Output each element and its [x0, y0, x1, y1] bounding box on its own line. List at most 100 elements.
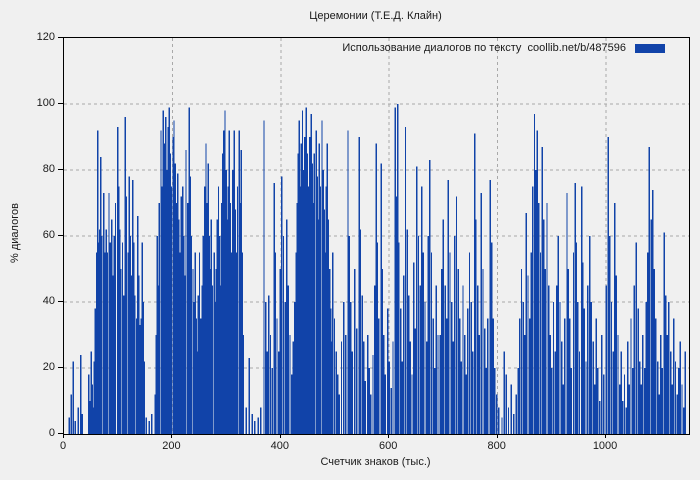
impulse-bar	[501, 417, 503, 434]
impulse-bar	[340, 341, 343, 434]
impulse-bar	[248, 358, 251, 434]
impulse-bar	[519, 318, 521, 434]
impulse-bar	[306, 153, 309, 434]
impulse-bar	[398, 242, 400, 434]
impulse-bar	[108, 193, 110, 434]
impulse-bar	[240, 150, 242, 434]
impulse-bar	[495, 394, 498, 434]
impulse-bar	[174, 163, 176, 434]
x-tick-label: 600	[379, 440, 398, 452]
impulse-bar	[480, 193, 483, 434]
impulse-bar	[121, 242, 124, 434]
impulse-bar	[368, 368, 370, 434]
impulse-bar	[166, 170, 168, 434]
impulse-bar	[366, 335, 369, 434]
impulse-bar	[564, 318, 566, 434]
impulse-bar	[475, 219, 477, 434]
impulse-bar	[183, 236, 185, 434]
impulse-bar	[655, 318, 657, 434]
impulse-bar	[155, 335, 157, 434]
impulse-bar	[109, 242, 111, 434]
impulse-bar	[676, 394, 678, 434]
impulse-bar	[343, 302, 345, 434]
impulse-bar	[165, 117, 167, 434]
impulse-bar	[678, 368, 680, 434]
y-tick-mark	[58, 301, 63, 302]
impulse-bar	[154, 394, 156, 434]
impulse-bar	[547, 285, 550, 434]
impulse-bar	[490, 242, 493, 434]
impulse-bar	[313, 153, 316, 434]
impulse-bar	[197, 295, 200, 434]
impulse-bar	[373, 285, 376, 434]
impulse-bar	[348, 236, 350, 434]
impulse-bar	[457, 269, 459, 434]
impulse-bar	[449, 252, 451, 434]
impulse-bar	[286, 219, 288, 434]
impulse-bar	[195, 318, 197, 434]
impulse-bar	[125, 196, 128, 434]
impulse-bar	[578, 351, 581, 434]
impulse-bar	[254, 420, 256, 434]
impulse-bar	[416, 166, 418, 434]
impulse-bar	[273, 183, 276, 434]
impulse-bar	[562, 384, 564, 434]
impulse-bar	[230, 252, 233, 434]
impulse-bar	[213, 252, 215, 434]
impulse-bar	[111, 219, 113, 434]
impulse-bar	[331, 341, 333, 434]
impulse-bar	[390, 387, 393, 434]
impulse-bar	[544, 269, 547, 434]
impulse-bar	[238, 130, 240, 434]
impulse-bar	[610, 302, 613, 434]
impulse-bar	[97, 242, 100, 434]
impulse-bar	[347, 130, 349, 434]
impulse-bar	[533, 113, 536, 434]
impulse-bar	[301, 110, 304, 434]
impulse-bar	[559, 302, 561, 434]
impulse-bar	[663, 232, 665, 434]
impulse-bar	[671, 384, 673, 434]
impulse-bar	[350, 302, 352, 434]
impulse-bar	[359, 229, 362, 434]
impulse-bar	[185, 150, 187, 434]
impulse-bar	[539, 252, 542, 434]
impulse-bar	[142, 302, 144, 434]
impulse-bar	[406, 229, 408, 434]
impulse-bar	[625, 407, 627, 434]
impulse-bar	[323, 209, 325, 434]
impulse-bar	[681, 384, 683, 434]
impulse-bar	[427, 236, 429, 434]
impulse-bar	[447, 179, 450, 434]
impulse-bar	[432, 318, 434, 434]
impulse-bar	[112, 275, 114, 434]
impulse-bar	[651, 189, 654, 434]
impulse-bar	[658, 394, 660, 434]
impulse-bar	[148, 420, 150, 434]
impulse-bar	[538, 203, 540, 434]
impulse-bar	[156, 236, 158, 434]
impulse-bar	[222, 153, 224, 434]
impulse-bar	[141, 242, 143, 434]
impulse-bar	[656, 361, 659, 434]
impulse-bar	[182, 186, 184, 434]
impulse-bar	[566, 193, 568, 434]
impulse-bars-canvas	[64, 38, 689, 434]
impulse-bar	[303, 137, 306, 434]
impulse-bar	[103, 252, 106, 434]
impulse-bar	[609, 236, 611, 434]
impulse-bar	[633, 285, 635, 434]
impulse-bar	[257, 417, 259, 434]
impulse-bar	[90, 351, 92, 434]
impulse-bar	[585, 361, 587, 434]
impulse-bar	[684, 351, 686, 434]
impulse-bar	[401, 361, 403, 434]
impulse-bar	[233, 130, 235, 434]
impulse-bar	[217, 186, 220, 434]
impulse-bar	[132, 179, 134, 434]
impulse-bar	[674, 361, 677, 434]
impulse-bar	[356, 328, 358, 434]
impulse-bar	[332, 252, 334, 434]
impulse-bar	[196, 351, 199, 434]
impulse-bar	[209, 269, 212, 434]
